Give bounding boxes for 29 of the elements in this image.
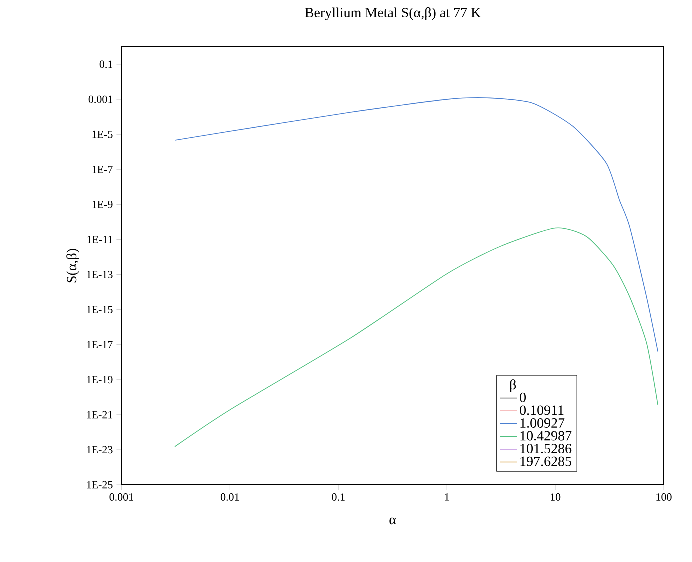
legend-label: 1.00927 bbox=[520, 418, 565, 428]
legend-title: β bbox=[510, 380, 516, 392]
x-tick-label: 0.001 bbox=[110, 494, 134, 501]
legend-label: 10.42987 bbox=[520, 431, 572, 441]
y-tick-label: 1E-15 bbox=[87, 306, 113, 314]
x-tick-label: 100 bbox=[656, 494, 672, 501]
legend-label: 0.10911 bbox=[520, 406, 564, 416]
y-tick-label: 0.1 bbox=[100, 60, 113, 68]
x-tick-label: 1 bbox=[445, 494, 450, 501]
legend-label: 0 bbox=[520, 392, 526, 402]
x-tick-label: 0.1 bbox=[332, 494, 345, 501]
y-tick-label: 1E-23 bbox=[87, 446, 113, 454]
y-tick-label: 1E-17 bbox=[87, 341, 113, 348]
y-tick-label: 1E-11 bbox=[88, 236, 113, 244]
y-tick-label: 1E-13 bbox=[87, 271, 113, 278]
y-tick-label: 1E-21 bbox=[87, 411, 113, 419]
y-axis-title: S(α,β) bbox=[66, 249, 80, 283]
y-tick-label: 1E-25 bbox=[87, 481, 113, 489]
y-tick-label: 1E-19 bbox=[87, 376, 113, 384]
chart-title: Beryllium Metal S(α,β) at 77 K bbox=[305, 8, 481, 20]
y-tick-label: 0.001 bbox=[88, 96, 113, 104]
x-tick-label: 0.01 bbox=[220, 494, 240, 501]
legend-label: 197.6285 bbox=[520, 456, 572, 466]
y-tick-label: 1E-5 bbox=[92, 130, 113, 138]
x-axis-title: α bbox=[390, 518, 396, 525]
y-tick-label: 1E-9 bbox=[92, 200, 113, 208]
legend-label: 101.5286 bbox=[520, 444, 572, 454]
x-tick-label: 10 bbox=[551, 494, 561, 501]
y-tick-label: 1E-7 bbox=[92, 166, 113, 174]
